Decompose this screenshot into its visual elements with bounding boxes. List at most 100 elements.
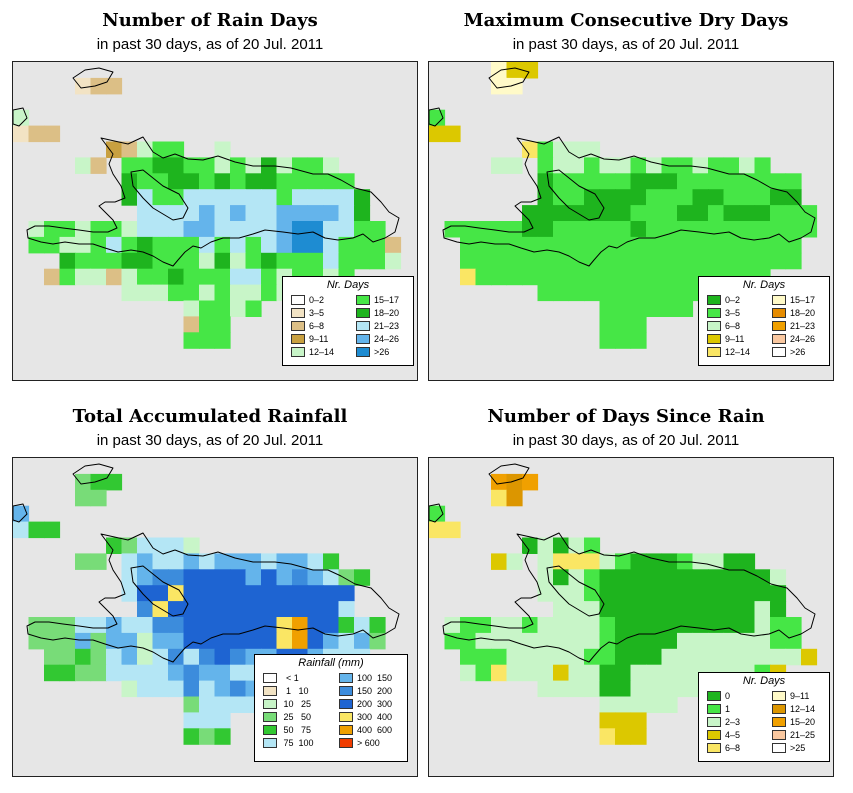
- grid-cell: [584, 173, 601, 190]
- grid-cell: [307, 252, 324, 270]
- grid-cell: [677, 205, 694, 222]
- grid-cell: [199, 300, 216, 317]
- grid-cell: [506, 648, 523, 666]
- grid-cell: [137, 189, 154, 206]
- grid-cell: [276, 585, 293, 602]
- island-coastline: [442, 136, 816, 267]
- grid-cell: [599, 205, 616, 222]
- grid-cell: [692, 157, 709, 174]
- legend-label: 9–11: [725, 334, 745, 344]
- grid-cell: [338, 632, 355, 650]
- grid-cell: [44, 617, 61, 634]
- grid-cell: [754, 221, 771, 238]
- grid-cell: [475, 236, 492, 254]
- legend-label: >26: [790, 347, 806, 357]
- grid-cell: [152, 617, 169, 634]
- legend-label: 6–8: [725, 743, 741, 753]
- grid-cell: [692, 601, 709, 618]
- legend-label: 0–2: [309, 295, 325, 305]
- grid-cell: [137, 601, 154, 618]
- grid-cell: [90, 648, 107, 666]
- grid-cell: [801, 648, 818, 666]
- grid-cell: [475, 221, 492, 238]
- grid-cell: [90, 157, 107, 174]
- grid-cell: [630, 205, 647, 222]
- legend-swatch: [291, 334, 305, 344]
- grid-cell: [723, 632, 740, 650]
- grid-cell: [199, 664, 216, 682]
- grid-cell: [646, 300, 663, 317]
- border-line: [130, 565, 189, 617]
- legend-swatch: [707, 730, 721, 740]
- grid-cell: [354, 252, 371, 270]
- grid-cell: [785, 632, 802, 650]
- grid-cell: [584, 236, 601, 254]
- grid-cell: [506, 62, 523, 79]
- island-coastline-west: [13, 503, 28, 523]
- grid-cell: [661, 617, 678, 634]
- grid-cell: [245, 284, 262, 302]
- island-coastline-west: [429, 503, 444, 523]
- grid-cell: [75, 553, 92, 570]
- legend-label: 15–17: [790, 295, 816, 305]
- grid-cell: [615, 664, 632, 682]
- grid-cell: [661, 189, 678, 206]
- grid-cell: [137, 157, 154, 174]
- grid-cell: [646, 252, 663, 270]
- grid-cell: [723, 221, 740, 238]
- grid-cell: [137, 569, 154, 586]
- grid-cell: [599, 236, 616, 254]
- grid-cell: [770, 569, 787, 586]
- grid-cell: [553, 252, 570, 270]
- grid-cell: [661, 221, 678, 238]
- grid-cell: [460, 221, 477, 238]
- grid-cell: [677, 601, 694, 618]
- legend-swatch: [772, 691, 786, 701]
- grid-cell: [323, 205, 340, 222]
- grid-cell: [338, 189, 355, 206]
- grid-cell: [168, 205, 185, 222]
- grid-cell: [276, 569, 293, 586]
- legend-label: 24–26: [790, 334, 816, 344]
- grid-cell: [708, 252, 725, 270]
- grid-cell: [754, 236, 771, 254]
- grid-cell: [183, 696, 200, 713]
- grid-cell: [276, 632, 293, 650]
- legend-item: 12–14: [291, 346, 334, 358]
- grid-cell: [615, 332, 632, 349]
- grid-cell: [584, 189, 601, 206]
- grid-cell: [75, 77, 92, 95]
- grid-cell: [338, 601, 355, 618]
- legend-label: 21–25: [790, 730, 816, 740]
- grid-cell: [615, 585, 632, 602]
- grid-cell: [90, 236, 107, 254]
- grid-cell: [646, 268, 663, 286]
- legend-title: Rainfall (mm): [298, 657, 364, 669]
- grid-cell: [770, 601, 787, 618]
- grid-cell: [183, 601, 200, 618]
- grid-cell: [568, 221, 585, 238]
- grid-cell: [338, 252, 355, 270]
- grid-cell: [599, 173, 616, 190]
- grid-cell: [230, 284, 247, 302]
- legend-label: 3–5: [725, 308, 741, 318]
- grid-cell: [723, 252, 740, 270]
- island-coastline-north: [72, 463, 114, 485]
- grid-cell: [323, 189, 340, 206]
- grid-cell: [429, 521, 446, 539]
- grid-cell: [568, 173, 585, 190]
- grid-cell: [568, 284, 585, 302]
- grid-cell: [338, 617, 355, 634]
- grid-cell: [785, 236, 802, 254]
- grid-cell: [199, 728, 216, 745]
- grid-cell: [338, 236, 355, 254]
- grid-cell: [599, 332, 616, 349]
- grid-cell: [692, 553, 709, 570]
- grid-cell: [199, 157, 216, 174]
- grid-cell: [183, 252, 200, 270]
- grid-cell: [292, 205, 309, 222]
- grid-cell: [599, 680, 616, 698]
- grid-cell: [44, 664, 61, 682]
- legend-swatch: [263, 712, 277, 722]
- grid-cell: [292, 617, 309, 634]
